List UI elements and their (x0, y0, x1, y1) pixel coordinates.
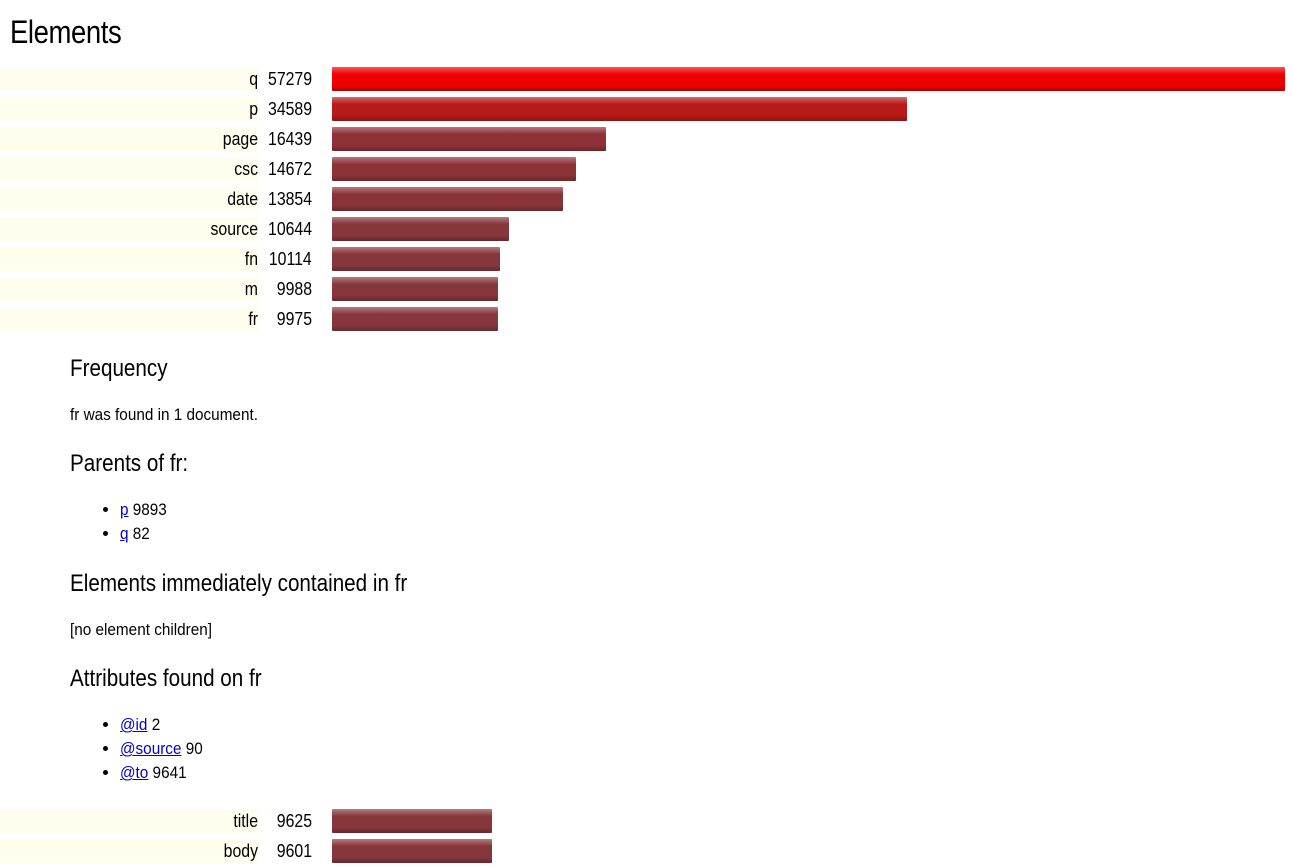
count-bar (332, 157, 576, 181)
attributes-list: @id 2@source 90@to 9641 (70, 713, 212, 785)
parent-link[interactable]: q (120, 524, 129, 543)
element-row[interactable]: source 10644 (0, 215, 1293, 245)
children-text: [no element children] (70, 620, 213, 639)
count-bar (332, 97, 907, 121)
element-count: 14672 (268, 159, 313, 179)
children-heading: Elements immediately contained in fr (70, 570, 408, 597)
element-count: 9988 (276, 279, 312, 299)
parents-list: p 9893q 82 (70, 498, 172, 546)
parent-item: q 82 (120, 522, 172, 546)
page-title: Elements (10, 14, 122, 50)
parent-link[interactable]: p (120, 500, 129, 519)
element-name: fn (0, 247, 258, 271)
element-name: page (0, 127, 258, 151)
count-bar (332, 187, 563, 211)
element-name: fr (0, 307, 258, 331)
parent-count: 9893 (132, 500, 167, 519)
element-row[interactable]: title 9625 (0, 807, 1293, 837)
parent-item: p 9893 (120, 498, 172, 522)
element-row[interactable]: date 13854 (0, 185, 1293, 215)
element-count: 9601 (276, 841, 312, 861)
parents-heading: Parents of fr: (70, 450, 189, 477)
element-name: m (0, 277, 258, 301)
element-row[interactable]: m 9988 (0, 275, 1293, 305)
element-count: 57279 (268, 69, 313, 89)
count-bar (332, 277, 498, 301)
element-name: date (0, 187, 258, 211)
element-name: body (0, 839, 258, 863)
element-count: 16439 (268, 129, 313, 149)
element-row[interactable]: fr 9975 (0, 305, 1293, 335)
frequency-heading: Frequency (70, 355, 168, 382)
attribute-link[interactable]: @source (120, 739, 182, 758)
attributes-heading: Attributes found on fr (70, 665, 262, 692)
attribute-count: 9641 (152, 763, 187, 782)
count-bar (332, 809, 492, 833)
element-row[interactable]: fn 10114 (0, 245, 1293, 275)
element-row[interactable]: page 16439 (0, 125, 1293, 155)
element-row[interactable]: p 34589 (0, 95, 1293, 125)
attribute-item: @source 90 (120, 737, 212, 761)
element-name: csc (0, 157, 258, 181)
element-name: source (0, 217, 258, 241)
attribute-item: @id 2 (120, 713, 212, 737)
attribute-count: 2 (151, 715, 161, 734)
element-count: 9625 (276, 811, 312, 831)
attribute-item: @to 9641 (120, 761, 212, 785)
element-name: title (0, 809, 258, 833)
element-count: 10644 (268, 219, 313, 239)
frequency-text: fr was found in 1 document. (70, 405, 258, 424)
element-name: p (0, 97, 258, 121)
parent-count: 82 (132, 524, 150, 543)
attribute-link[interactable]: @to (120, 763, 149, 782)
element-list-bottom: title 9625 body 9601 (0, 807, 1293, 867)
element-count: 13854 (268, 189, 313, 209)
element-row[interactable]: q 57279 (0, 65, 1293, 95)
count-bar (332, 307, 498, 331)
count-bar (332, 67, 1285, 91)
count-bar (332, 127, 606, 151)
element-count: 9975 (276, 309, 312, 329)
element-row[interactable]: csc 14672 (0, 155, 1293, 185)
element-row[interactable]: body 9601 (0, 837, 1293, 867)
attribute-count: 90 (185, 739, 203, 758)
element-list-top: q 57279 p 34589 page 16439 csc 14672 date 13854 so… (0, 65, 1293, 335)
element-count: 34589 (268, 99, 313, 119)
count-bar (332, 247, 500, 271)
attribute-link[interactable]: @id (120, 715, 148, 734)
element-name: q (0, 67, 258, 91)
element-count: 10114 (269, 249, 312, 269)
count-bar (332, 839, 492, 863)
count-bar (332, 217, 509, 241)
